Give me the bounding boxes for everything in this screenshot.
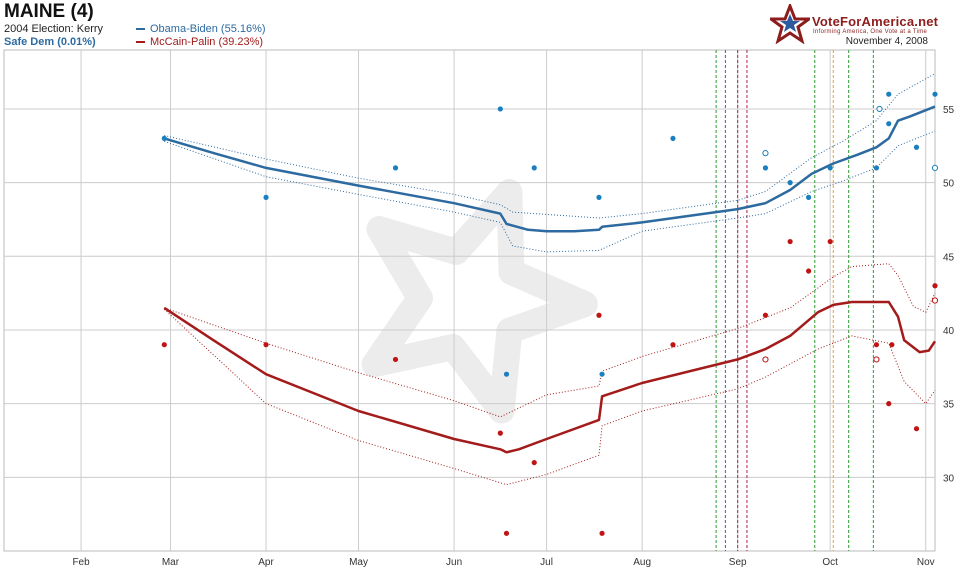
poll-point-obama xyxy=(806,194,812,200)
poll-point-mccain xyxy=(263,342,269,348)
poll-point-obama xyxy=(531,165,537,171)
chart-grid xyxy=(3,49,936,552)
poll-point-obama xyxy=(827,165,833,171)
lower-band-mccain xyxy=(163,308,936,486)
legend-swatch-rep xyxy=(136,41,145,44)
trend-line-obama xyxy=(163,105,936,233)
y-tick-label: 50 xyxy=(943,179,955,190)
upper-band-obama xyxy=(164,73,936,219)
legend-item-mccain: McCain-Palin (39.23%) xyxy=(136,36,263,48)
y-tick-label: 35 xyxy=(943,400,955,411)
poll-point-obama xyxy=(161,135,167,142)
event-lines xyxy=(715,50,874,551)
poll-point-obama xyxy=(670,135,676,142)
poll-point-obama xyxy=(873,165,880,171)
poll-point-open-mccain xyxy=(762,356,769,363)
x-tick-label: Aug xyxy=(633,557,651,568)
x-tick-label: Nov xyxy=(917,557,935,568)
poll-point-open-obama xyxy=(876,105,883,113)
poll-point-obama xyxy=(596,194,602,200)
x-tick-label: Sep xyxy=(729,557,747,568)
chart-header: MAINE (4) 2004 Election: Kerry Safe Dem … xyxy=(0,0,980,50)
poll-point-mccain xyxy=(913,426,920,432)
watermark-star-icon xyxy=(361,179,598,424)
y-tick-label: 45 xyxy=(943,252,955,263)
poll-point-obama xyxy=(886,121,892,127)
poll-point-mccain xyxy=(596,312,602,318)
site-logo[interactable]: VoteForAmerica.net Informing America, On… xyxy=(770,4,940,44)
poll-point-obama xyxy=(599,371,605,377)
poll-point-mccain xyxy=(670,342,676,348)
poll-point-mccain xyxy=(932,283,938,289)
chart-date: November 4, 2008 xyxy=(845,36,928,47)
poll-point-mccain xyxy=(886,401,892,407)
poll-point-obama xyxy=(932,91,938,97)
poll-point-mccain xyxy=(503,530,510,536)
status-badge: Safe Dem (0.01%) xyxy=(4,36,96,48)
poll-point-mccain xyxy=(787,238,793,245)
state-title: MAINE (4) xyxy=(4,1,94,22)
x-tick-label: May xyxy=(349,557,368,568)
x-tick-label: Jun xyxy=(446,557,462,568)
poll-point-open-obama xyxy=(931,164,939,171)
poll-point-obama xyxy=(263,194,269,200)
y-tick-label: 30 xyxy=(943,473,955,484)
poll-point-mccain xyxy=(497,430,503,436)
lower-band-obama xyxy=(164,130,936,253)
election-2004-label: 2004 Election: Kerry xyxy=(4,23,104,35)
poll-point-mccain xyxy=(161,342,167,348)
poll-point-obama xyxy=(503,371,510,377)
poll-point-mccain xyxy=(599,530,605,536)
axes: Feb Mar Apr May Jun Jul Aug Sep Oct Nov 30 35 40 45 50… xyxy=(72,105,954,568)
poll-points xyxy=(161,91,939,536)
y-tick-label: 40 xyxy=(943,326,955,337)
confidence-bands xyxy=(163,73,936,486)
trend-line-mccain xyxy=(163,300,937,454)
poll-point-obama xyxy=(762,165,769,171)
poll-point-open-mccain xyxy=(873,356,880,363)
poll-point-open-mccain xyxy=(931,297,939,304)
logo-tagline: Informing America, One Vote at a Time xyxy=(813,29,928,35)
poll-point-obama xyxy=(886,91,892,97)
poll-point-mccain xyxy=(873,342,880,348)
poll-point-obama xyxy=(497,106,503,112)
poll-point-obama xyxy=(392,165,399,171)
poll-point-mccain xyxy=(889,342,895,348)
poll-point-mccain xyxy=(392,356,399,363)
x-tick-label: Jul xyxy=(540,557,553,568)
poll-point-obama xyxy=(787,180,793,186)
poll-point-mccain xyxy=(762,312,769,318)
legend-swatch-dem xyxy=(136,28,145,31)
y-tick-label: 55 xyxy=(943,105,955,116)
legend-label-mccain: McCain-Palin (39.23%) xyxy=(150,36,264,48)
x-tick-label: Feb xyxy=(72,557,90,568)
logo-text: VoteForAmerica.net xyxy=(812,14,939,29)
trend-lines xyxy=(163,105,937,454)
x-tick-label: Oct xyxy=(822,557,838,568)
legend-item-obama: Obama-Biden (55.16%) xyxy=(136,23,266,35)
x-tick-label: Apr xyxy=(258,557,274,568)
x-tick-label: Mar xyxy=(162,557,180,568)
star-logo-icon xyxy=(770,4,810,44)
legend-label-obama: Obama-Biden (55.16%) xyxy=(150,23,266,35)
poll-point-mccain xyxy=(827,238,833,245)
plot-frame xyxy=(3,49,936,552)
poll-point-obama xyxy=(913,144,920,150)
poll-point-open-obama xyxy=(762,150,769,157)
star-watermark xyxy=(361,179,598,424)
poll-point-mccain xyxy=(531,459,537,466)
poll-point-mccain xyxy=(806,268,812,274)
